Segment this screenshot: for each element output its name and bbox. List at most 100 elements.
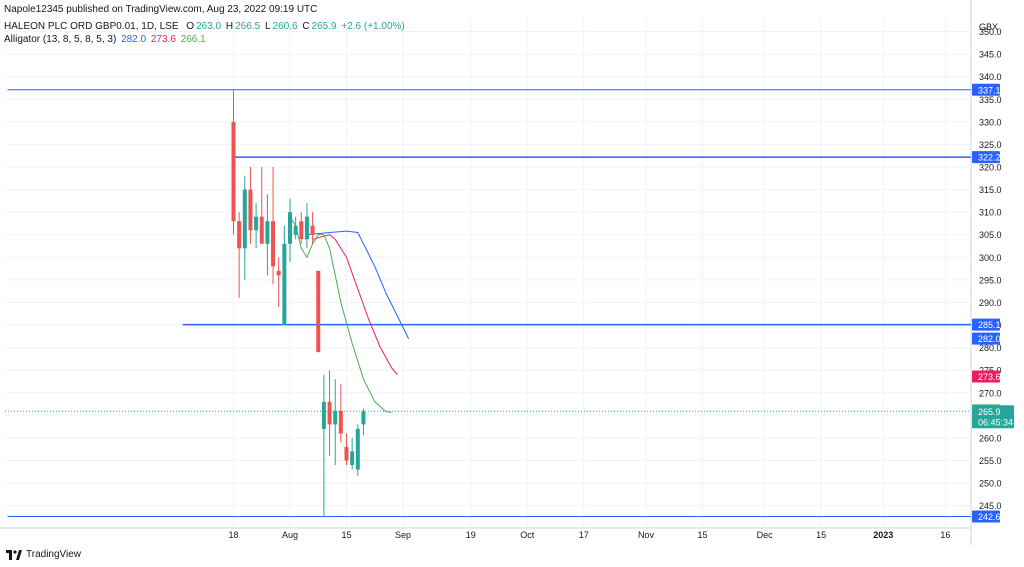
y-tick-label: 270.0 xyxy=(979,388,1002,398)
indicator-price-tag: 282.0 xyxy=(978,334,1001,344)
symbol-name: HALEON PLC ORD GBP0.01, 1D, LSE xyxy=(4,21,179,32)
candle-body xyxy=(293,225,298,235)
candle-body xyxy=(338,410,343,434)
y-tick-label: 320.0 xyxy=(979,163,1002,173)
publisher-text: Napole12345 published on TradingView.com… xyxy=(4,4,318,15)
candle-body xyxy=(304,216,309,240)
tradingview-brand[interactable]: TradingView xyxy=(6,549,81,560)
x-tick-label: Nov xyxy=(638,530,655,540)
candle-body xyxy=(333,410,338,425)
lips-value: 266.1 xyxy=(180,34,206,45)
y-tick-label: 290.0 xyxy=(979,298,1002,308)
open-label: O xyxy=(186,21,195,32)
currency-label: GBX xyxy=(979,22,998,32)
y-tick-label: 245.0 xyxy=(979,501,1002,511)
indicator-price-tag: 273.6 xyxy=(978,372,1001,382)
publisher-line: Napole12345 published on TradingView.com… xyxy=(4,4,319,15)
alligator-lips-line xyxy=(289,216,392,413)
indicator-legend[interactable]: Alligator (13, 8, 5, 8, 5, 3) 282.0 273.… xyxy=(4,34,208,45)
hline-price-tag-bg xyxy=(972,83,1000,96)
last-price-tag: 265.9 xyxy=(978,407,1001,417)
candle-body xyxy=(355,428,360,470)
x-tick-label: 15 xyxy=(816,530,826,540)
hline-price-tag: 285.1 xyxy=(978,320,1001,330)
hline-price-tag: 337.1 xyxy=(978,85,1001,95)
candle-body xyxy=(350,451,355,466)
candle-body xyxy=(231,121,236,222)
y-tick-label: 315.0 xyxy=(979,185,1002,195)
alligator-jaw-line xyxy=(306,230,410,339)
hline-price-tag: 322.2 xyxy=(978,153,1001,163)
candle-body xyxy=(271,221,276,267)
symbol-legend[interactable]: HALEON PLC ORD GBP0.01, 1D, LSE O 263.0 H… xyxy=(4,21,407,32)
candle-body xyxy=(344,446,349,461)
y-tick-label: 280.0 xyxy=(979,343,1002,353)
y-tick-label: 325.0 xyxy=(979,140,1002,150)
candle-body xyxy=(254,216,259,231)
open-value: 263.0 xyxy=(196,21,222,32)
ohlc-high: H 266.5 xyxy=(226,21,260,32)
x-tick-label: 16 xyxy=(940,530,950,540)
indicator-name: Alligator (13, 8, 5, 8, 5, 3) xyxy=(4,34,117,45)
low-label: L xyxy=(264,21,271,32)
ohlc-close: C 265.9 xyxy=(302,21,336,32)
candle-body xyxy=(310,225,315,235)
x-tick-label: Aug xyxy=(282,530,298,540)
y-tick-label: 300.0 xyxy=(979,253,1002,263)
x-tick-label: 17 xyxy=(579,530,589,540)
x-tick-label: 15 xyxy=(341,530,351,540)
y-tick-label: 295.0 xyxy=(979,275,1002,285)
x-tick-label: Oct xyxy=(520,530,535,540)
hline-price-tag: 242.6 xyxy=(978,512,1001,522)
candle-body xyxy=(259,216,264,244)
candle-body xyxy=(361,411,366,425)
hline-price-tag-bg xyxy=(972,151,1000,164)
high-value: 266.5 xyxy=(235,21,261,32)
x-tick-label: 15 xyxy=(697,530,707,540)
hline-price-tag-bg xyxy=(972,510,1000,523)
y-tick-label: 340.0 xyxy=(979,72,1002,82)
bar-countdown: 06:45:34 xyxy=(978,417,1013,427)
candle-body xyxy=(248,189,253,231)
y-tick-label: 255.0 xyxy=(979,456,1002,466)
candle-body xyxy=(321,401,326,429)
high-label: H xyxy=(225,21,234,32)
candle-body xyxy=(282,243,287,326)
y-tick-label: 310.0 xyxy=(979,208,1002,218)
y-tick-label: 350.0 xyxy=(979,27,1002,37)
teeth-value: 273.6 xyxy=(150,34,176,45)
brand-name: TradingView xyxy=(26,549,82,560)
low-value: 260.6 xyxy=(272,21,298,32)
candle-body xyxy=(237,221,242,249)
x-tick-label: 19 xyxy=(466,530,476,540)
candle-body xyxy=(327,401,332,425)
x-tick-label: Dec xyxy=(757,530,774,540)
ohlc-low: L 260.6 xyxy=(265,21,298,32)
ohlc-open: O 263.0 xyxy=(186,21,221,32)
y-tick-label: 260.0 xyxy=(979,433,1002,443)
indicator-price-tag-bg xyxy=(972,332,1000,345)
hline-price-tag-bg xyxy=(972,318,1000,331)
price-change: +2.6 (+1.00%) xyxy=(341,21,405,32)
close-label: C xyxy=(302,21,310,32)
jaw-value: 282.0 xyxy=(121,34,147,45)
y-tick-label: 330.0 xyxy=(979,117,1002,127)
x-tick-label: Sep xyxy=(395,530,411,540)
candle-body xyxy=(288,212,292,244)
y-tick-label: 335.0 xyxy=(979,95,1002,105)
tradingview-logo-icon xyxy=(6,549,22,560)
y-tick-label: 250.0 xyxy=(979,479,1002,489)
indicator-price-tag-bg xyxy=(972,370,1000,383)
x-tick-label: 2023 xyxy=(873,530,893,540)
candle-body xyxy=(299,221,304,240)
candle-body xyxy=(276,270,281,276)
y-tick-label: 305.0 xyxy=(979,230,1002,240)
candle-body xyxy=(265,221,270,244)
candle-body xyxy=(242,189,247,249)
last-price-tag-bg xyxy=(972,405,1014,429)
alligator-teeth-line xyxy=(312,234,398,376)
y-tick-label: 345.0 xyxy=(979,50,1002,60)
close-value: 265.9 xyxy=(311,21,337,32)
x-tick-label: 18 xyxy=(228,530,238,540)
